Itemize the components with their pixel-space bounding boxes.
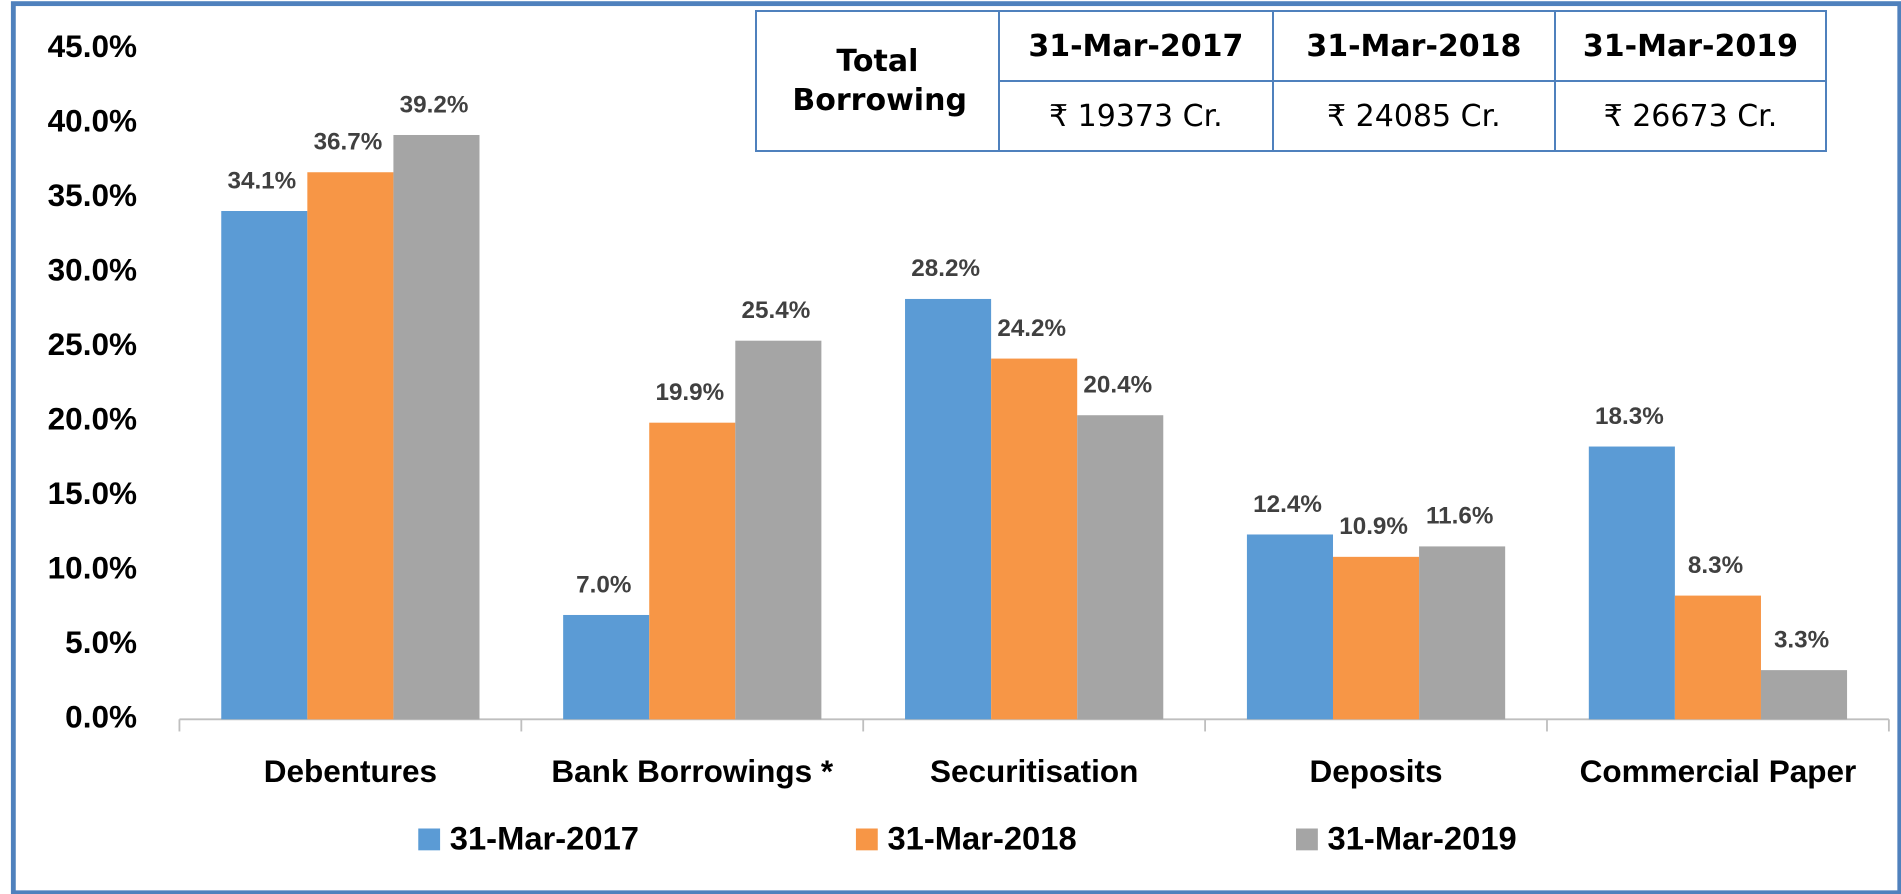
value-label: 19.9% bbox=[655, 379, 724, 406]
table-cell: ₹ 19373 Cr. bbox=[997, 80, 1274, 152]
bar bbox=[563, 614, 650, 720]
legend-label: 31-Mar-2018 bbox=[887, 819, 1076, 856]
x-tick-label: Bank Borrowings * bbox=[551, 753, 834, 789]
borrowing-table: Total Borrowing 31-Mar-2017 31-Mar-2018 … bbox=[755, 10, 1828, 152]
y-tick-label: 15.0% bbox=[48, 475, 137, 511]
value-label: 7.0% bbox=[576, 571, 631, 598]
value-label: 39.2% bbox=[400, 91, 469, 118]
y-tick-label: 35.0% bbox=[48, 177, 137, 213]
value-label: 24.2% bbox=[997, 315, 1066, 342]
column-header: 31-Mar-2018 bbox=[1271, 10, 1556, 82]
value-label: 11.6% bbox=[1426, 503, 1493, 530]
bar bbox=[1588, 446, 1675, 720]
x-tick-label: Securitisation bbox=[930, 753, 1138, 789]
legend-swatch bbox=[418, 828, 441, 851]
value-label: 8.3% bbox=[1688, 552, 1743, 579]
y-tick-label: 20.0% bbox=[48, 401, 137, 437]
legend-label: 31-Mar-2019 bbox=[1328, 819, 1517, 856]
bar bbox=[1246, 534, 1334, 720]
bar bbox=[393, 134, 480, 720]
y-tick-label: 45.0% bbox=[48, 28, 137, 64]
bar bbox=[1077, 415, 1164, 720]
x-tick-label: Commercial Paper bbox=[1580, 753, 1857, 789]
value-label: 20.4% bbox=[1083, 372, 1152, 399]
table-cell: ₹ 26673 Cr. bbox=[1553, 80, 1828, 152]
value-label: 12.4% bbox=[1253, 491, 1322, 518]
column-header: 31-Mar-2017 bbox=[997, 10, 1274, 82]
row-header: Total Borrowing bbox=[755, 10, 1000, 152]
bar bbox=[1419, 546, 1506, 720]
value-label: 36.7% bbox=[314, 129, 383, 156]
y-tick-label: 40.0% bbox=[48, 102, 137, 138]
frame bbox=[10, 1, 1901, 894]
value-label: 34.1% bbox=[227, 167, 296, 194]
bar bbox=[1674, 595, 1761, 720]
y-tick-label: 5.0% bbox=[65, 624, 137, 660]
value-label: 28.2% bbox=[911, 255, 980, 282]
bar bbox=[991, 358, 1078, 720]
column-header: 31-Mar-2019 bbox=[1553, 10, 1828, 82]
value-label: 3.3% bbox=[1774, 626, 1829, 653]
x-tick-label: Debentures bbox=[264, 753, 437, 789]
bar bbox=[1333, 556, 1420, 720]
bar bbox=[221, 211, 308, 720]
bar bbox=[905, 298, 992, 720]
value-label: 18.3% bbox=[1595, 403, 1664, 430]
table-cell: ₹ 24085 Cr. bbox=[1271, 80, 1556, 152]
bar bbox=[649, 422, 736, 720]
value-label: 25.4% bbox=[742, 297, 811, 324]
bar bbox=[1760, 670, 1848, 720]
row-header-text: Total Borrowing bbox=[792, 44, 967, 118]
bar bbox=[307, 172, 394, 720]
y-tick-label: 0.0% bbox=[65, 699, 137, 735]
legend-swatch bbox=[855, 828, 878, 851]
y-tick-label: 25.0% bbox=[48, 326, 137, 362]
value-label: 10.9% bbox=[1339, 513, 1408, 540]
x-tick-label: Deposits bbox=[1310, 753, 1443, 789]
bar bbox=[735, 340, 822, 720]
y-tick-label: 10.0% bbox=[48, 550, 137, 586]
legend-swatch bbox=[1296, 828, 1318, 851]
legend-label: 31-Mar-2017 bbox=[450, 819, 639, 856]
y-tick-label: 30.0% bbox=[48, 251, 137, 287]
